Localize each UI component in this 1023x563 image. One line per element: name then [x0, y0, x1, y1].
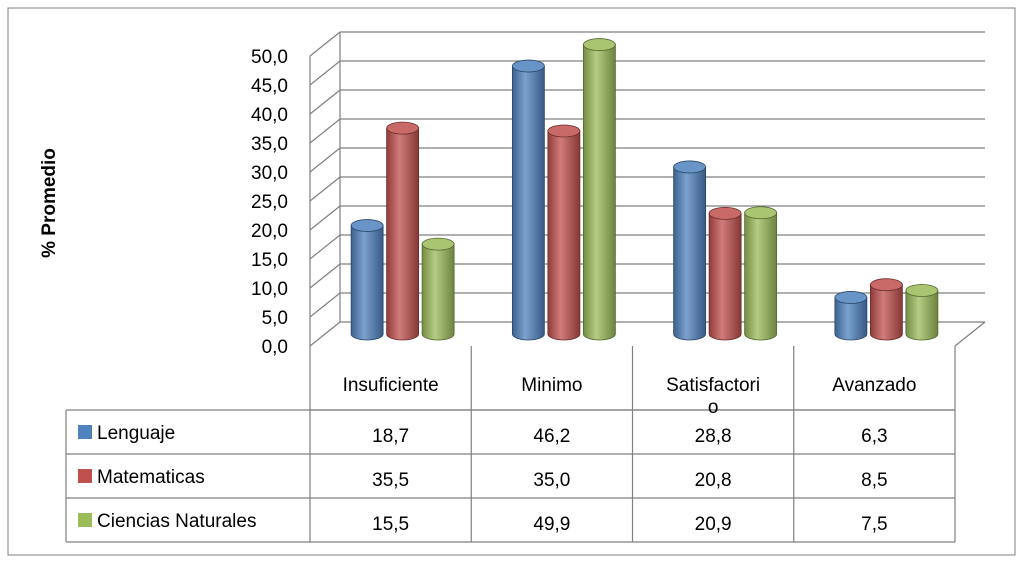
y-axis-label: % Promedio — [39, 148, 60, 258]
y-tick-label: 35,0 — [251, 134, 288, 155]
bar — [673, 160, 707, 341]
bar — [834, 291, 868, 341]
bar — [905, 284, 939, 341]
bar — [744, 206, 778, 341]
legend-swatch — [78, 513, 92, 527]
data-table-value: 7,5 — [861, 514, 887, 535]
bar — [869, 278, 903, 341]
gridline-side — [309, 89, 341, 115]
legend-label: Matematicas — [97, 467, 205, 488]
y-tick-label: 10,0 — [251, 279, 288, 300]
bar — [547, 124, 581, 341]
data-table-value: 28,8 — [695, 426, 732, 447]
data-table-value: 20,9 — [695, 514, 732, 535]
bar — [511, 59, 545, 341]
gridline-side — [309, 234, 341, 260]
gridline-side — [309, 118, 341, 144]
floor-edge — [954, 321, 986, 347]
data-table-value: 46,2 — [533, 426, 570, 447]
y-tick-label: 45,0 — [251, 76, 288, 97]
data-table-value: 35,0 — [533, 470, 570, 491]
y-tick-label: 0,0 — [262, 337, 288, 358]
category-label: Satisfactori o — [666, 375, 760, 418]
legend-label: Ciencias Naturales — [97, 511, 256, 532]
gridline-side — [309, 60, 341, 86]
data-table-value: 18,7 — [372, 426, 409, 447]
gridline-side — [309, 321, 341, 347]
chart-frame — [7, 7, 1016, 556]
gridline-side — [309, 292, 341, 318]
y-tick-label: 15,0 — [251, 250, 288, 271]
data-table-value: 8,5 — [861, 470, 887, 491]
data-table-value: 20,8 — [695, 470, 732, 491]
y-tick-label: 40,0 — [251, 105, 288, 126]
bar — [582, 38, 616, 341]
data-table-value: 49,9 — [533, 514, 570, 535]
legend-label: Lenguaje — [97, 423, 175, 444]
gridline-side — [309, 263, 341, 289]
gridline-side — [309, 176, 341, 202]
legend-swatch — [78, 425, 92, 439]
y-tick-label: 50,0 — [251, 47, 288, 68]
category-label: Avanzado — [832, 375, 916, 396]
gridline-side — [309, 31, 341, 57]
y-tick-label: 30,0 — [251, 163, 288, 184]
bar — [421, 237, 455, 341]
category-label: Minimo — [521, 375, 582, 396]
y-tick-label: 5,0 — [262, 308, 288, 329]
bar — [708, 206, 742, 341]
gridline-side — [309, 205, 341, 231]
data-table-value: 35,5 — [372, 470, 409, 491]
legend-swatch — [78, 469, 92, 483]
y-tick-label: 20,0 — [251, 221, 288, 242]
y-tick-label: 25,0 — [251, 192, 288, 213]
data-table-value: 15,5 — [372, 514, 409, 535]
bar — [386, 121, 420, 341]
bar — [350, 219, 384, 341]
category-label: Insuficiente — [343, 375, 439, 396]
data-table-value: 6,3 — [861, 426, 887, 447]
gridline-side — [309, 147, 341, 173]
